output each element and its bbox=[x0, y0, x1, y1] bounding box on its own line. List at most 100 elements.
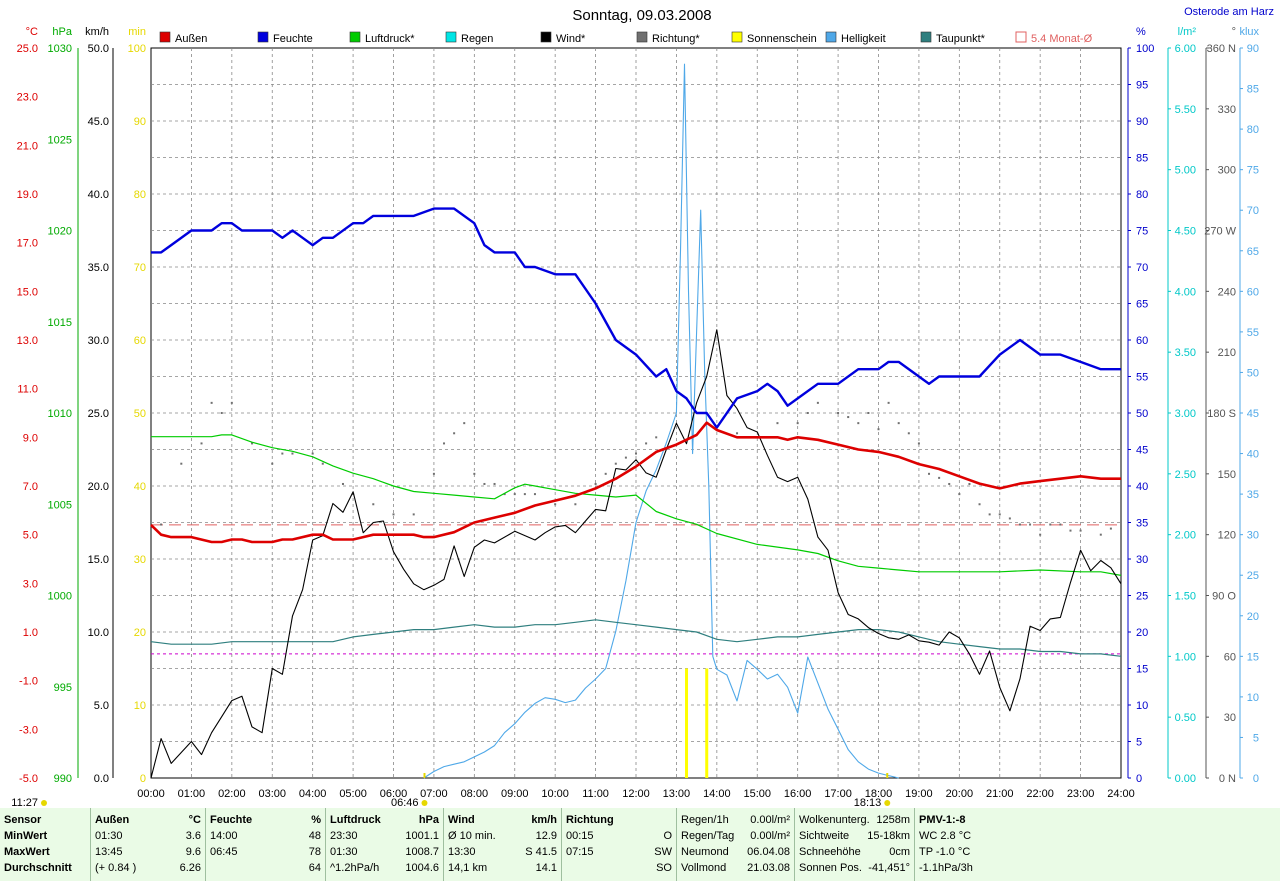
axis-tick-brightness: 65 bbox=[1247, 246, 1259, 258]
axis-tick-humidity: 90 bbox=[1136, 116, 1148, 128]
axis-unit-rain: l/m² bbox=[1178, 26, 1197, 38]
axis-tick-brightness: 0 bbox=[1253, 773, 1259, 785]
axis-tick-direction: 0 N bbox=[1219, 773, 1236, 785]
axis-unit-humidity: % bbox=[1136, 26, 1146, 38]
footer-text: Wolkenunterg. bbox=[799, 812, 870, 828]
daylength-icon bbox=[41, 800, 47, 806]
axis-tick-brightness: 55 bbox=[1247, 327, 1259, 339]
footer-text: 0.00l/m² bbox=[750, 812, 790, 828]
axis-tick-temp: 3.0 bbox=[23, 578, 38, 590]
footer-row: Sichtweite 15-18km bbox=[795, 828, 915, 844]
direction-point bbox=[1059, 524, 1061, 526]
axis-tick-direction: 120 bbox=[1218, 530, 1236, 542]
direction-point bbox=[281, 453, 283, 455]
direction-point bbox=[857, 422, 859, 424]
footer-column-8: Wolkenunterg. 1258m Sichtweite 15-18km Schne… bbox=[794, 808, 915, 881]
footer-text: Durchschnitt bbox=[4, 860, 72, 876]
footer-text: 12.9 bbox=[536, 828, 557, 844]
axis-unit-temp: °C bbox=[26, 26, 38, 38]
direction-point bbox=[1069, 530, 1071, 532]
axis-tick-direction: 300 bbox=[1218, 165, 1236, 177]
axis-tick-brightness: 35 bbox=[1247, 489, 1259, 501]
legend-label: Helligkeit bbox=[841, 33, 886, 45]
footer-text: Neumond bbox=[681, 844, 729, 860]
axis-tick-temp: 15.0 bbox=[17, 286, 38, 298]
legend-swatch bbox=[541, 32, 551, 42]
direction-point bbox=[221, 412, 223, 414]
legend-label: Taupunkt* bbox=[936, 33, 986, 45]
direction-point bbox=[473, 473, 475, 475]
footer-text: 21.03.08 bbox=[747, 860, 790, 876]
direction-point bbox=[948, 483, 950, 485]
footer-header: Feuchte% bbox=[206, 812, 326, 828]
footer-text: Schneehöhe bbox=[799, 844, 861, 860]
footer-text: Luftdruck bbox=[330, 812, 381, 828]
direction-point bbox=[443, 442, 445, 444]
legend-label: Richtung* bbox=[652, 33, 700, 45]
daylength-label: 11:27 bbox=[11, 797, 38, 808]
axis-tick-sunshine: 60 bbox=[134, 335, 146, 347]
axis-tick-rain: 5.50 bbox=[1175, 104, 1196, 116]
footer-row: Vollmond 21.03.08 bbox=[677, 860, 795, 876]
axis-tick-rain: 4.00 bbox=[1175, 286, 1196, 298]
footer-text: hPa bbox=[419, 812, 439, 828]
x-tick-label: 21:00 bbox=[986, 788, 1014, 800]
direction-point bbox=[595, 483, 597, 485]
axis-tick-pressure: 1030 bbox=[48, 43, 72, 55]
axis-tick-sunshine: 50 bbox=[134, 408, 146, 420]
footer-text: 15-18km bbox=[867, 828, 910, 844]
footer-column-7: Regen/1h 0.00l/m² Regen/Tag 0.00l/m² Neumond… bbox=[676, 808, 795, 881]
direction-point bbox=[1100, 534, 1102, 536]
weather-chart: 00:00 01:00 02:00 03:00 04:00 05:00 06:00 07:00… bbox=[0, 0, 1280, 808]
footer-text: Regen/Tag bbox=[681, 828, 734, 844]
x-tick-label: 05:00 bbox=[339, 788, 367, 800]
axis-tick-humidity: 45 bbox=[1136, 445, 1148, 457]
axis-tick-humidity: 35 bbox=[1136, 518, 1148, 530]
footer-text: 01:30 bbox=[330, 844, 358, 860]
axis-tick-rain: 1.50 bbox=[1175, 591, 1196, 603]
axis-tick-sunshine: 80 bbox=[134, 189, 146, 201]
axis-tick-sunshine: 40 bbox=[134, 481, 146, 493]
axis-tick-temp: -5.0 bbox=[19, 773, 38, 785]
axis-tick-brightness: 10 bbox=[1247, 692, 1259, 704]
chart-title: Sonntag, 09.03.2008 bbox=[572, 7, 711, 24]
footer-text: 23:30 bbox=[330, 828, 358, 844]
axis-tick-brightness: 90 bbox=[1247, 43, 1259, 55]
chart-axes: 00:00 01:00 02:00 03:00 04:00 05:00 06:00 07:00… bbox=[11, 26, 1259, 808]
footer-column-6: Richtung 00:15 O 07:15 SW SO bbox=[561, 808, 677, 881]
direction-point bbox=[979, 503, 981, 505]
footer-text: km/h bbox=[531, 812, 557, 828]
direction-point bbox=[1080, 530, 1082, 532]
footer-column-5: Wind km/h Ø 10 min. 12.9 13:30 S 41.5 14,1 km 1… bbox=[443, 808, 562, 881]
legend-label: Luftdruck* bbox=[365, 33, 415, 45]
axis-tick-temp: 13.0 bbox=[17, 335, 38, 347]
axis-tick-humidity: 10 bbox=[1136, 700, 1148, 712]
x-tick-label: 11:00 bbox=[582, 788, 609, 800]
axis-tick-rain: 0.50 bbox=[1175, 712, 1196, 724]
footer-row: ^1.2hPa/h 1004.6 bbox=[326, 860, 444, 876]
direction-point bbox=[1110, 528, 1112, 530]
footer-header: Richtung bbox=[562, 812, 677, 828]
footer-text: 1008.7 bbox=[405, 844, 439, 860]
axis-tick-pressure: 1010 bbox=[48, 408, 72, 420]
footer-text: Ø 10 min. bbox=[448, 828, 496, 844]
legend-swatch bbox=[921, 32, 931, 42]
footer-column-4: Luftdruck hPa 23:30 1001.1 01:30 1008.7 ^1.2hP… bbox=[325, 808, 444, 881]
axis-tick-brightness: 85 bbox=[1247, 84, 1259, 96]
x-tick-label: 04:00 bbox=[299, 788, 327, 800]
axis-tick-humidity: 25 bbox=[1136, 591, 1148, 603]
footer-text: 48 bbox=[309, 828, 321, 844]
axis-tick-rain: 6.00 bbox=[1175, 43, 1196, 55]
axis-tick-brightness: 15 bbox=[1247, 651, 1259, 663]
axis-tick-sunshine: 70 bbox=[134, 262, 146, 274]
series-line-helligkeit bbox=[424, 64, 899, 778]
footer-text: 64 bbox=[309, 860, 321, 876]
direction-point bbox=[291, 453, 293, 455]
axis-tick-pressure: 1005 bbox=[48, 499, 72, 511]
direction-point bbox=[958, 493, 960, 495]
axis-tick-direction: 90 O bbox=[1212, 591, 1236, 603]
footer-text: Sichtweite bbox=[799, 828, 849, 844]
footer-text: 14,1 km bbox=[448, 860, 487, 876]
legend-swatch bbox=[732, 32, 742, 42]
footer-text: 9.6 bbox=[186, 844, 201, 860]
